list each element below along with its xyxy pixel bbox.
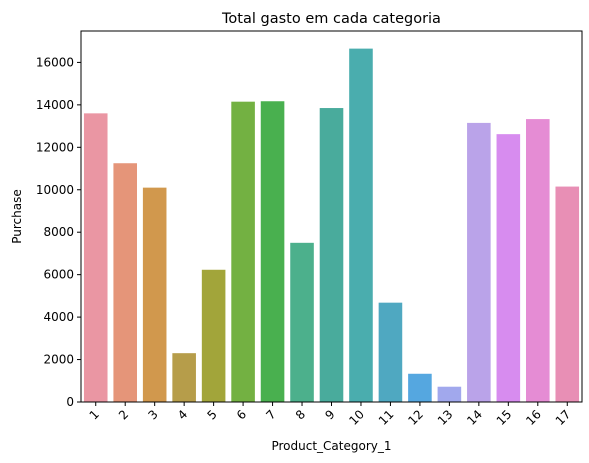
x-tick-label: 13 xyxy=(435,407,456,428)
x-tick-label: 4 xyxy=(175,407,190,422)
y-tick-label: 6000 xyxy=(43,268,74,282)
y-tick-label: 0 xyxy=(66,395,74,409)
bar-category-12 xyxy=(408,373,432,402)
x-axis-ticks: 1 2 3 4 5 6 7 8 9 10 11 12 13 14 15 16 17 xyxy=(87,402,574,428)
bar-category-3 xyxy=(142,187,167,402)
bar-category-11 xyxy=(378,302,403,402)
bar-category-8 xyxy=(290,242,314,402)
bar-category-6 xyxy=(231,101,255,403)
x-tick-label: 14 xyxy=(464,407,485,428)
x-axis-label: Product_Category_1 xyxy=(271,439,391,453)
bar-category-17 xyxy=(555,186,580,402)
bar-category-2 xyxy=(113,163,137,402)
y-tick-label: 12000 xyxy=(36,140,74,154)
y-tick-label: 14000 xyxy=(36,98,74,112)
bar-category-14 xyxy=(467,122,491,403)
x-tick-label: 8 xyxy=(293,407,308,422)
bars-group xyxy=(83,48,580,403)
x-tick-label: 17 xyxy=(553,407,574,428)
bar-category-1 xyxy=(83,113,108,402)
x-tick-label: 3 xyxy=(145,407,160,422)
x-tick-label: 9 xyxy=(322,407,337,422)
x-tick-label: 1 xyxy=(87,407,102,422)
bar-category-10 xyxy=(349,48,373,403)
plot-frame xyxy=(80,30,583,403)
chart-title: Total gasto em cada categoria xyxy=(221,11,441,27)
x-tick-label: 5 xyxy=(204,407,219,422)
y-axis-ticks: 0 2000 4000 6000 8000 10000 12000 14000 16000 xyxy=(36,55,81,409)
y-tick-label: 8000 xyxy=(43,225,74,239)
bar-category-16 xyxy=(526,119,550,402)
bar-category-15 xyxy=(496,134,521,402)
bar-category-4 xyxy=(172,353,196,402)
x-tick-label: 16 xyxy=(523,407,544,428)
x-tick-label: 10 xyxy=(346,407,367,428)
x-tick-label: 15 xyxy=(494,407,515,428)
y-axis-label: Purchase xyxy=(10,189,24,244)
bar-category-13 xyxy=(437,386,462,402)
y-tick-label: 2000 xyxy=(43,353,74,367)
bar-category-9 xyxy=(319,108,344,402)
y-tick-label: 4000 xyxy=(43,310,74,324)
x-tick-label: 12 xyxy=(405,407,426,428)
x-tick-label: 2 xyxy=(116,407,131,422)
x-tick-label: 6 xyxy=(234,407,249,422)
y-tick-label: 16000 xyxy=(36,55,74,69)
x-tick-label: 7 xyxy=(263,407,278,422)
bar-category-7 xyxy=(260,101,285,402)
y-tick-label: 10000 xyxy=(36,183,74,197)
x-tick-label: 11 xyxy=(376,407,397,428)
bar-category-5 xyxy=(201,269,226,402)
